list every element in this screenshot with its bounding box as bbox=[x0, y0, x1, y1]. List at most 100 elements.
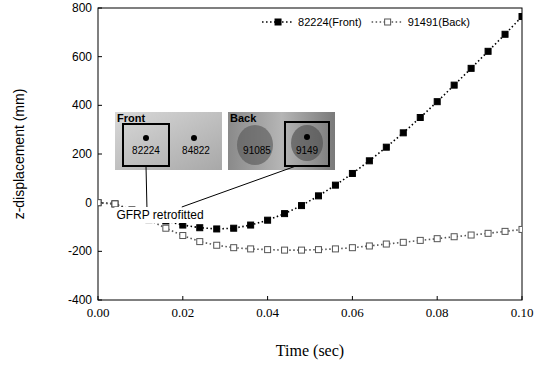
y-tick-label: 400 bbox=[72, 98, 92, 112]
marker bbox=[451, 234, 457, 240]
series bbox=[98, 14, 522, 232]
back-photo bbox=[228, 112, 335, 170]
y-tick bbox=[98, 105, 102, 106]
marker bbox=[112, 201, 118, 207]
marker bbox=[315, 193, 321, 199]
annotation: Front bbox=[117, 112, 145, 124]
sensor-dot bbox=[143, 135, 149, 141]
marker bbox=[502, 228, 508, 234]
marker bbox=[366, 243, 372, 249]
marker bbox=[366, 158, 372, 164]
marker bbox=[282, 247, 288, 253]
x-tick bbox=[182, 296, 183, 300]
y-tick bbox=[98, 8, 102, 9]
x-tick bbox=[522, 296, 523, 300]
marker bbox=[451, 82, 457, 88]
annotations: Front Back 82224 84822 91085 9149 GFRP retrofi… bbox=[114, 112, 318, 223]
marker bbox=[400, 130, 406, 136]
annotation: Back bbox=[230, 112, 257, 124]
marker bbox=[349, 245, 355, 251]
marker bbox=[265, 247, 271, 253]
marker bbox=[485, 230, 491, 236]
series-line bbox=[98, 17, 522, 229]
inset-photos bbox=[115, 112, 335, 170]
legend-label: 91491(Back) bbox=[408, 16, 470, 28]
marker bbox=[98, 200, 101, 206]
marker bbox=[163, 225, 169, 231]
annotation: 82224 bbox=[132, 145, 160, 156]
marker bbox=[417, 237, 423, 243]
marker bbox=[519, 14, 522, 20]
legend-item: 82224(Front) bbox=[262, 16, 362, 28]
marker bbox=[332, 182, 338, 188]
legend-label: 82224(Front) bbox=[298, 16, 362, 28]
leader-line bbox=[146, 166, 148, 207]
sensor-dot bbox=[304, 134, 310, 140]
y-tick bbox=[98, 56, 102, 57]
marker bbox=[417, 115, 423, 121]
y-tick-label: 0 bbox=[85, 196, 92, 210]
marker bbox=[468, 232, 474, 238]
plot-frame bbox=[98, 8, 522, 300]
retrofit-box bbox=[123, 124, 169, 166]
marker bbox=[434, 236, 440, 242]
marker bbox=[265, 217, 271, 223]
series-line bbox=[98, 203, 522, 250]
marker bbox=[197, 239, 203, 245]
y-axis-title: z-displacement (mm) bbox=[11, 89, 27, 220]
x-axis-title: Time (sec) bbox=[276, 342, 344, 360]
marker bbox=[434, 99, 440, 105]
legend: 82224(Front) 91491(Back) bbox=[262, 16, 470, 28]
y-tick-label: 200 bbox=[72, 147, 92, 161]
legend-item: 91491(Back) bbox=[372, 16, 470, 28]
marker bbox=[519, 226, 522, 232]
sensor-dot bbox=[191, 135, 197, 141]
marker bbox=[214, 226, 220, 232]
marker bbox=[332, 246, 338, 252]
y-tick bbox=[98, 251, 102, 252]
y-tick-label: -200 bbox=[68, 244, 92, 258]
x-tick-label: 0.08 bbox=[426, 305, 449, 320]
marker bbox=[315, 247, 321, 253]
annotation: GFRP retrofitted bbox=[116, 208, 203, 222]
retrofit-box bbox=[285, 122, 329, 166]
x-tick-label: 0.00 bbox=[87, 305, 110, 320]
marker bbox=[400, 239, 406, 245]
marker bbox=[214, 242, 220, 248]
y-tick-label: 600 bbox=[72, 50, 92, 64]
marker bbox=[282, 211, 288, 217]
marker bbox=[248, 246, 254, 252]
x-tick-label: 0.02 bbox=[171, 305, 194, 320]
y-axis: -400-2000200400600800 bbox=[68, 1, 102, 307]
marker bbox=[485, 48, 491, 54]
marker bbox=[275, 19, 281, 25]
marker bbox=[197, 225, 203, 231]
x-tick-label: 0.10 bbox=[511, 305, 534, 320]
marker bbox=[349, 170, 355, 176]
y-tick bbox=[98, 300, 102, 301]
annotation: 84822 bbox=[182, 145, 210, 156]
marker bbox=[180, 233, 186, 239]
marker bbox=[231, 245, 237, 251]
label-patch bbox=[114, 207, 205, 223]
plot-area bbox=[98, 14, 522, 254]
x-tick bbox=[267, 296, 268, 300]
marker bbox=[383, 241, 389, 247]
x-tick bbox=[352, 296, 353, 300]
y-tick-label: 800 bbox=[72, 1, 92, 15]
marker bbox=[468, 65, 474, 71]
marker bbox=[299, 247, 305, 253]
x-tick-label: 0.06 bbox=[341, 305, 364, 320]
x-tick bbox=[98, 296, 99, 300]
marker bbox=[231, 225, 237, 231]
y-tick bbox=[98, 154, 102, 155]
series bbox=[98, 200, 522, 253]
annotation: 91085 bbox=[243, 145, 271, 156]
marker bbox=[112, 201, 118, 207]
marker bbox=[383, 144, 389, 150]
x-tick bbox=[437, 296, 438, 300]
annotation: 9149 bbox=[296, 145, 319, 156]
photo-shade bbox=[237, 125, 273, 165]
marker bbox=[299, 203, 305, 209]
front-photo bbox=[115, 112, 222, 170]
